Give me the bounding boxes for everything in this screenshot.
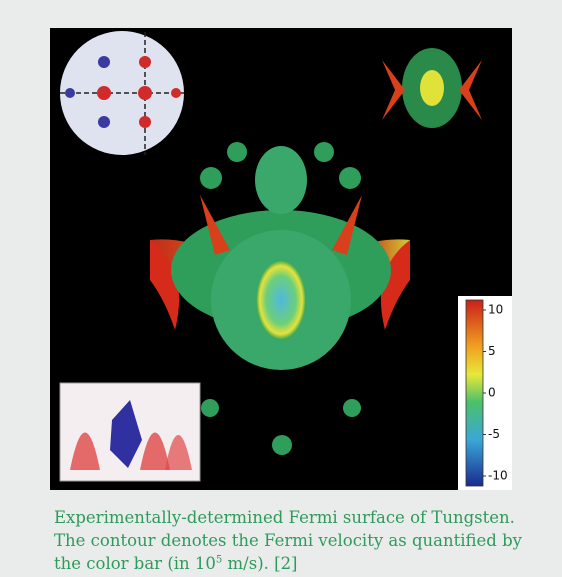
page: 10 5 0 -5 -10 Experimentally-determined Ferm… bbox=[0, 0, 562, 577]
colorbar: 10 5 0 -5 -10 bbox=[458, 296, 512, 490]
colorbar-tick-label: -5 bbox=[488, 427, 500, 441]
colorbar-tick-label: 10 bbox=[488, 303, 503, 317]
figure: 10 5 0 -5 -10 bbox=[0, 0, 562, 500]
caption: Experimentally-determined Fermi surface … bbox=[54, 506, 524, 575]
inset-map bbox=[60, 383, 200, 481]
inset-circle bbox=[60, 31, 184, 155]
colorbar-tick-label: 5 bbox=[488, 344, 496, 358]
caption-text: m/s). [2] bbox=[222, 554, 297, 573]
colorbar-tick-label: 0 bbox=[488, 386, 496, 400]
colorbar-tick-label: -10 bbox=[488, 469, 508, 483]
